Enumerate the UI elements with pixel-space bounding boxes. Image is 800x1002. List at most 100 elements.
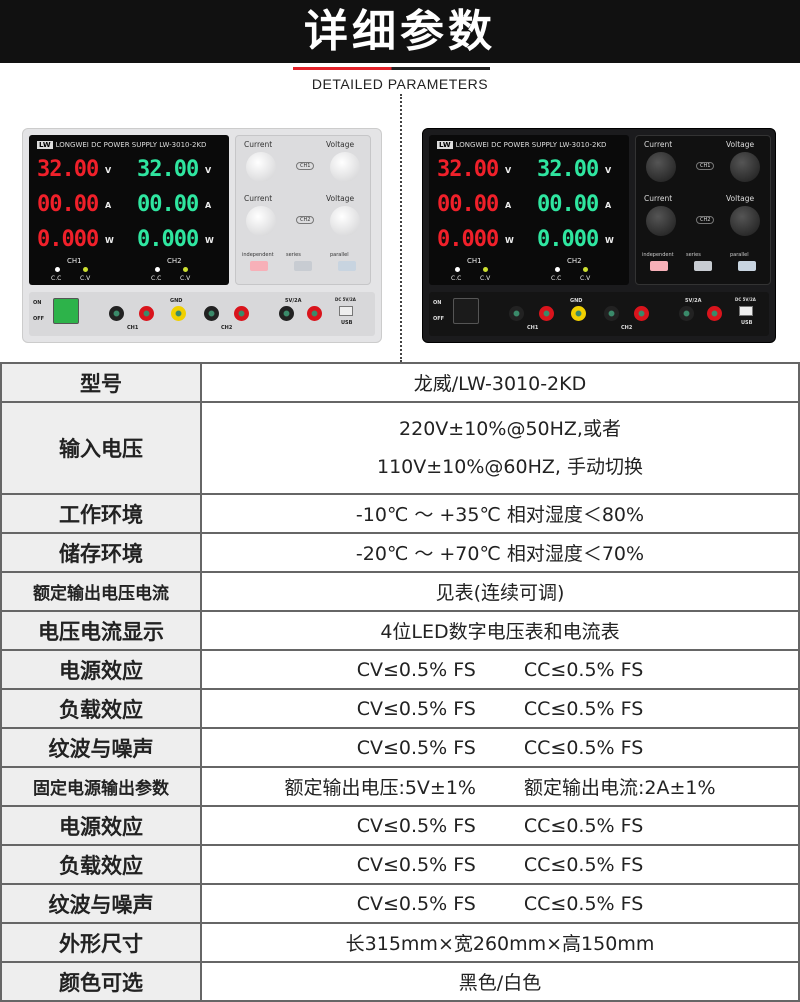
usb-port[interactable] — [339, 306, 353, 316]
voltage-knob[interactable] — [330, 152, 360, 182]
power-switch[interactable] — [453, 298, 479, 324]
spec-value: -10℃ ～ +35℃ 相对湿度＜80% — [200, 493, 800, 534]
table-row: 电压电流显示 4位LED数字电压表和电流表 — [0, 610, 800, 651]
mode-independent-button[interactable] — [250, 261, 268, 271]
value-line: 220V±10%@50HZ,或者 — [399, 418, 621, 440]
mode-label: series — [286, 252, 301, 258]
channel-tag: CH1 — [296, 162, 315, 170]
mode-parallel-button[interactable] — [738, 261, 756, 271]
spec-label: 固定电源输出参数 — [0, 766, 202, 807]
current-knob[interactable] — [246, 206, 276, 236]
spec-label: 工作环境 — [0, 493, 202, 534]
mode-label: series — [686, 252, 701, 258]
black-power-supply-image: LW LONGWEI DC POWER SUPPLY LW-3010-2KD 32.… — [422, 128, 776, 343]
spec-value: CV≤0.5% FS CC≤0.5% FS — [200, 727, 800, 768]
mode-label: independent — [242, 252, 274, 258]
cc-label: C.C — [451, 275, 462, 282]
spec-value: 见表(连续可调) — [200, 571, 800, 612]
terminal-6[interactable] — [307, 306, 322, 321]
mode-independent-button[interactable] — [650, 261, 668, 271]
ch2-label: CH2 — [567, 257, 582, 265]
voltage-knob[interactable] — [730, 152, 760, 182]
off-label: OFF — [33, 316, 45, 322]
value-text: 4位LED数字电压表和电流表 — [380, 621, 620, 643]
brand-label: LW LONGWEI DC POWER SUPPLY LW-3010-2KD — [437, 141, 606, 149]
current-knob[interactable] — [646, 206, 676, 236]
spec-value: 黑色/白色 — [200, 961, 800, 1002]
channel-tag: CH1 — [696, 162, 715, 170]
terminal-2[interactable] — [171, 306, 186, 321]
cv-label: C.V — [480, 275, 491, 282]
value-line: 110V±10%@60HZ, 手动切换 — [377, 456, 643, 478]
cv-label: C.V — [580, 275, 591, 282]
terminal-0[interactable] — [509, 306, 524, 321]
voltage-knob[interactable] — [330, 206, 360, 236]
gnd-label: GND — [570, 298, 583, 304]
front-terminals: ON OFF GND CH1 CH2 5V/2A DC 5V/2A USB — [29, 292, 375, 336]
value-col-1: CV≤0.5% FS — [356, 892, 476, 915]
unit-v: V — [205, 166, 212, 175]
value-col-2: CC≤0.5% FS — [523, 736, 644, 759]
ch1-v-readout: 32.00 — [437, 157, 499, 182]
value-text: -20℃ ～ +70℃ 相对湿度＜70% — [355, 543, 645, 565]
display-panel: LW LONGWEI DC POWER SUPPLY LW-3010-2KD 32.… — [29, 135, 229, 285]
channel-tag: CH2 — [696, 216, 715, 224]
ch1-w-readout: 0.000 — [437, 227, 499, 252]
mode-parallel-button[interactable] — [338, 261, 356, 271]
spec-value: 龙威/LW-3010-2KD — [200, 362, 800, 403]
mode-label: parallel — [730, 252, 749, 258]
spec-label: 颜色可选 — [0, 961, 202, 1002]
terminal-2[interactable] — [571, 306, 586, 321]
spec-value: CV≤0.5% FS CC≤0.5% FS — [200, 883, 800, 924]
power-switch[interactable] — [53, 298, 79, 324]
terminal-3[interactable] — [204, 306, 219, 321]
value-text: 长315mm×宽260mm×高150mm — [345, 933, 655, 955]
terminal-4[interactable] — [234, 306, 249, 321]
mode-label: independent — [642, 252, 674, 258]
cc-led — [555, 267, 560, 272]
off-label: OFF — [433, 316, 445, 322]
on-label: ON — [33, 300, 42, 306]
logo: LW — [437, 141, 453, 149]
terminal-0[interactable] — [109, 306, 124, 321]
ch1-terminal-label: CH1 — [527, 325, 539, 331]
voltage-knob[interactable] — [730, 206, 760, 236]
ch1-a-readout: 00.00 — [37, 192, 99, 217]
ch1-w-readout: 0.000 — [37, 227, 99, 252]
terminal-3[interactable] — [604, 306, 619, 321]
ch2-v-readout: 32.00 — [537, 157, 599, 182]
cv-label: C.V — [180, 275, 191, 282]
spec-value: CV≤0.5% FS CC≤0.5% FS — [200, 805, 800, 846]
ch1-terminal-label: CH1 — [127, 325, 139, 331]
spec-value: 220V±10%@50HZ,或者 110V±10%@60HZ, 手动切换 — [200, 401, 800, 495]
terminal-1[interactable] — [139, 306, 154, 321]
current-knob[interactable] — [646, 152, 676, 182]
spec-label: 型号 — [0, 362, 202, 403]
terminal-1[interactable] — [539, 306, 554, 321]
voltage-label: Voltage — [326, 194, 355, 203]
voltage-label: Voltage — [726, 194, 755, 203]
terminal-4[interactable] — [634, 306, 649, 321]
mode-series-button[interactable] — [294, 261, 312, 271]
cc-label: C.C — [551, 275, 562, 282]
spec-label: 输入电压 — [0, 401, 202, 495]
white-power-supply-image: LW LONGWEI DC POWER SUPPLY LW-3010-2KD 32.… — [22, 128, 382, 343]
table-row: 固定电源输出参数 额定输出电压:5V±1% 额定输出电流:2A±1% — [0, 766, 800, 807]
spec-label: 负载效应 — [0, 844, 202, 885]
value-col-2: CC≤0.5% FS — [523, 814, 644, 837]
value-text: 黑色/白色 — [458, 972, 542, 994]
spec-label: 纹波与噪声 — [0, 883, 202, 924]
model-line: DC POWER SUPPLY LW-3010-2KD — [491, 141, 607, 149]
value-text: 见表(连续可调) — [435, 582, 565, 604]
usb-rating: DC 5V/2A — [335, 297, 356, 302]
current-knob[interactable] — [246, 152, 276, 182]
value-col-2: CC≤0.5% FS — [523, 658, 644, 681]
cc-led — [55, 267, 60, 272]
mode-series-button[interactable] — [694, 261, 712, 271]
terminal-5[interactable] — [279, 306, 294, 321]
terminal-6[interactable] — [707, 306, 722, 321]
usb-port[interactable] — [739, 306, 753, 316]
spec-label: 电压电流显示 — [0, 610, 202, 651]
model-line: DC POWER SUPPLY LW-3010-2KD — [91, 141, 207, 149]
terminal-5[interactable] — [679, 306, 694, 321]
